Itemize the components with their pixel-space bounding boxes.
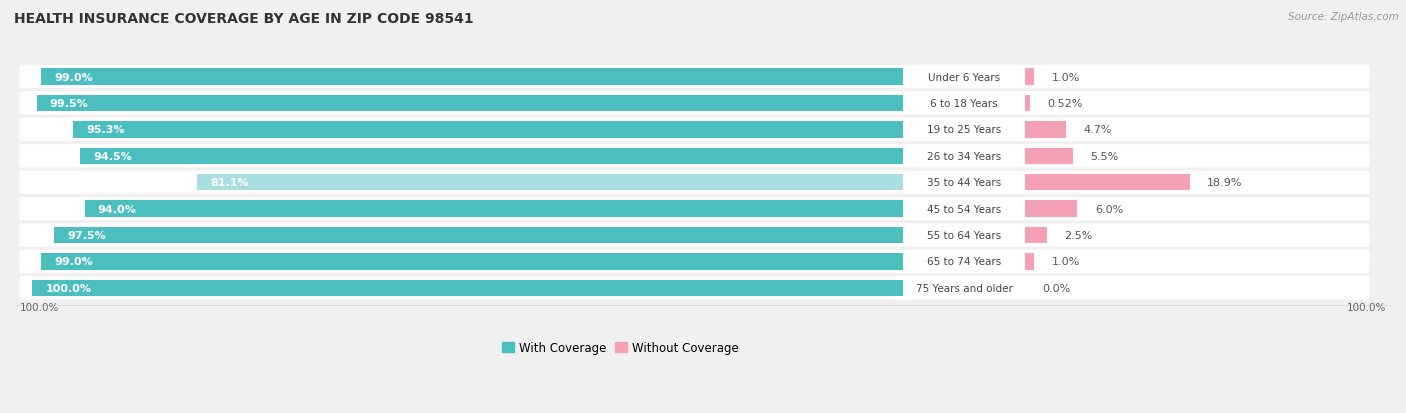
Text: 99.0%: 99.0%: [55, 72, 93, 82]
Text: 0.52%: 0.52%: [1047, 99, 1083, 109]
FancyBboxPatch shape: [20, 92, 1369, 115]
Legend: With Coverage, Without Coverage: With Coverage, Without Coverage: [498, 337, 744, 359]
FancyBboxPatch shape: [20, 197, 1369, 221]
FancyBboxPatch shape: [20, 66, 1369, 89]
Text: 0.0%: 0.0%: [1043, 283, 1071, 293]
FancyBboxPatch shape: [20, 119, 1369, 142]
Text: Under 6 Years: Under 6 Years: [928, 72, 1000, 82]
Bar: [73, 122, 903, 138]
Text: 4.7%: 4.7%: [1084, 125, 1112, 135]
Bar: [41, 254, 903, 270]
Bar: [1025, 175, 1189, 191]
Text: Source: ZipAtlas.com: Source: ZipAtlas.com: [1288, 12, 1399, 22]
Text: 100.0%: 100.0%: [45, 283, 91, 293]
Bar: [1025, 254, 1033, 270]
Bar: [32, 280, 903, 296]
Text: 75 Years and older: 75 Years and older: [915, 283, 1012, 293]
Bar: [1025, 122, 1066, 138]
Bar: [1025, 69, 1033, 85]
Text: 18.9%: 18.9%: [1208, 178, 1243, 188]
Text: 19 to 25 Years: 19 to 25 Years: [927, 125, 1001, 135]
Bar: [1025, 227, 1047, 244]
FancyBboxPatch shape: [20, 224, 1369, 247]
FancyBboxPatch shape: [20, 171, 1369, 194]
Text: 65 to 74 Years: 65 to 74 Years: [927, 257, 1001, 267]
Text: 1.0%: 1.0%: [1052, 257, 1080, 267]
Text: HEALTH INSURANCE COVERAGE BY AGE IN ZIP CODE 98541: HEALTH INSURANCE COVERAGE BY AGE IN ZIP …: [14, 12, 474, 26]
Text: 100.0%: 100.0%: [1347, 302, 1386, 312]
Bar: [80, 148, 903, 164]
Bar: [41, 69, 903, 85]
FancyBboxPatch shape: [20, 277, 1369, 300]
Bar: [197, 175, 903, 191]
FancyBboxPatch shape: [20, 145, 1369, 168]
Text: 81.1%: 81.1%: [209, 178, 249, 188]
Text: 55 to 64 Years: 55 to 64 Years: [927, 230, 1001, 240]
Text: 95.3%: 95.3%: [86, 125, 125, 135]
Text: 35 to 44 Years: 35 to 44 Years: [927, 178, 1001, 188]
Text: 45 to 54 Years: 45 to 54 Years: [927, 204, 1001, 214]
Text: 99.0%: 99.0%: [55, 257, 93, 267]
Text: 94.5%: 94.5%: [93, 152, 132, 161]
Text: 99.5%: 99.5%: [49, 99, 89, 109]
Text: 6.0%: 6.0%: [1095, 204, 1123, 214]
Text: 2.5%: 2.5%: [1064, 230, 1092, 240]
Bar: [84, 201, 903, 217]
FancyBboxPatch shape: [20, 250, 1369, 273]
Text: 26 to 34 Years: 26 to 34 Years: [927, 152, 1001, 161]
Bar: [55, 227, 903, 244]
Text: 97.5%: 97.5%: [67, 230, 105, 240]
Bar: [1025, 201, 1077, 217]
Bar: [1025, 95, 1029, 112]
Text: 1.0%: 1.0%: [1052, 72, 1080, 82]
Text: 6 to 18 Years: 6 to 18 Years: [931, 99, 998, 109]
Text: 5.5%: 5.5%: [1091, 152, 1119, 161]
Bar: [1025, 148, 1073, 164]
Text: 94.0%: 94.0%: [98, 204, 136, 214]
Text: 100.0%: 100.0%: [20, 302, 59, 312]
Bar: [37, 95, 903, 112]
